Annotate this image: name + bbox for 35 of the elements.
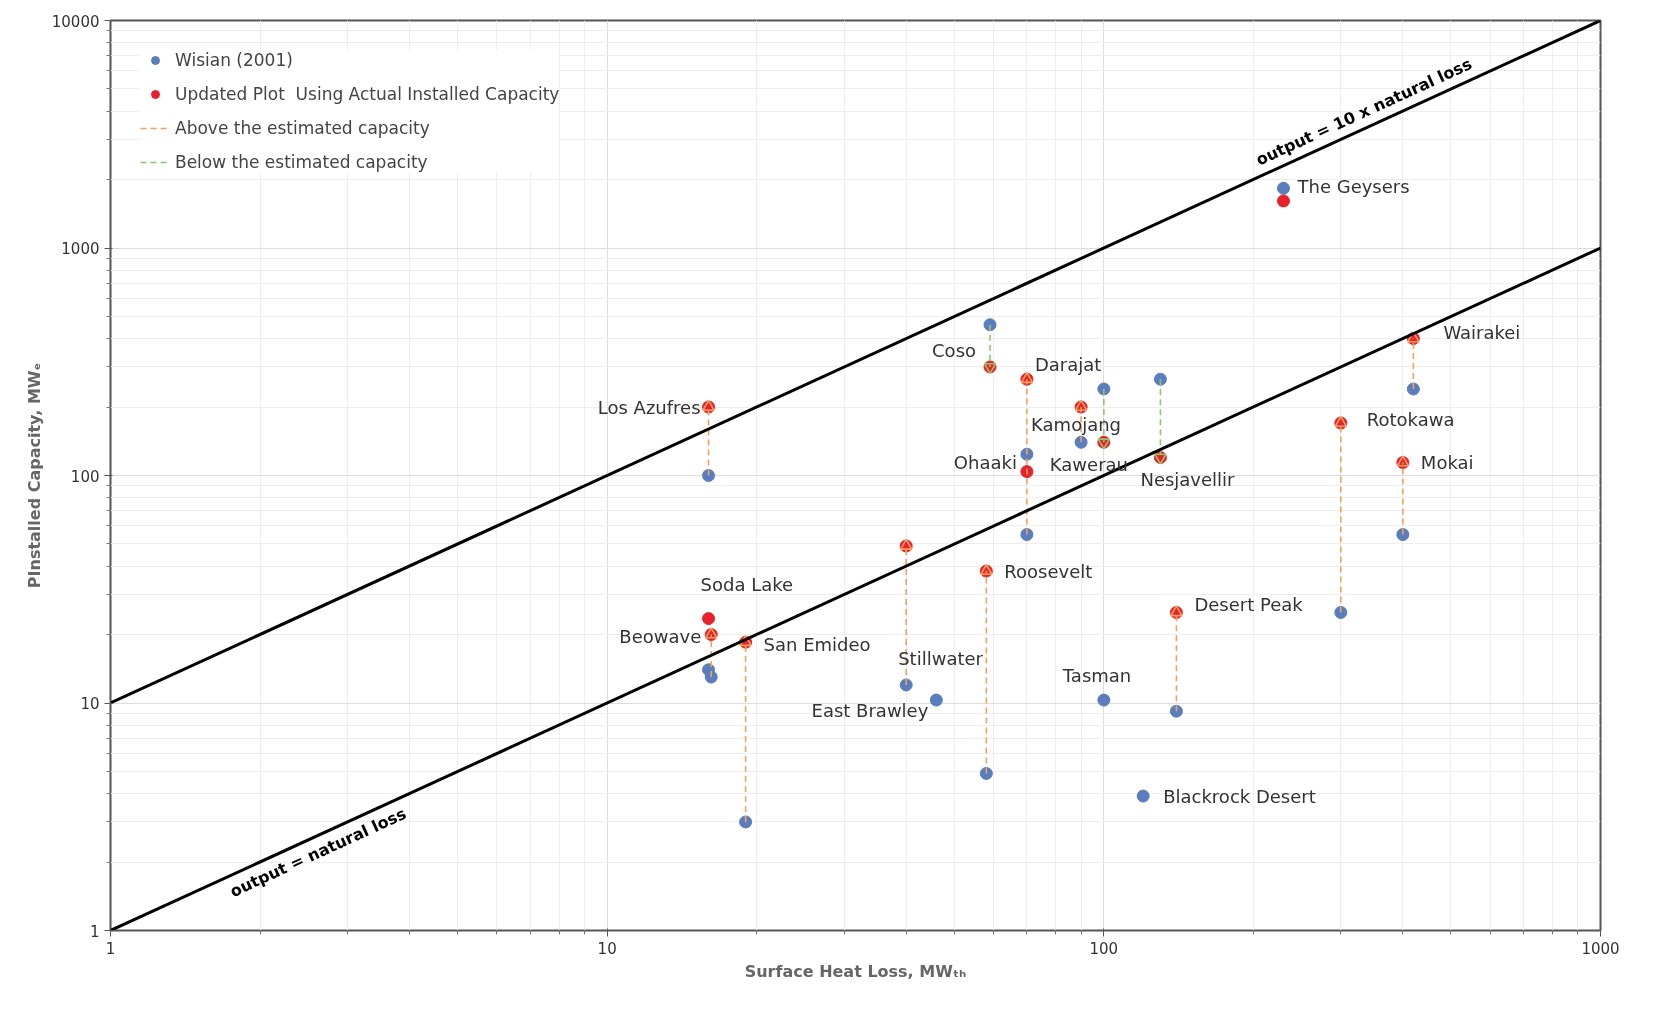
- annotation: Los Azufres: [597, 396, 701, 418]
- annotation: Beowave: [619, 626, 702, 648]
- x-tick-label: 100: [1089, 939, 1119, 958]
- legend-label: Updated Plot Using Actual Installed Capacity: [175, 84, 560, 104]
- annotation: Mokai: [1420, 452, 1474, 474]
- annotation: Stillwater: [898, 648, 984, 670]
- x-tick-label: 10: [597, 939, 617, 958]
- annotation: Kamojang: [1031, 413, 1122, 435]
- annotation: Desert Peak: [1194, 593, 1304, 615]
- annotation: The Geysers: [1296, 175, 1410, 197]
- annotation: Kawerau: [1049, 453, 1128, 475]
- legend-label: Wisian (2001): [175, 50, 293, 70]
- y-tick-label: 1: [89, 922, 100, 941]
- legend-label: Above the estimated capacity: [175, 118, 430, 138]
- legend-label: Below the estimated capacity: [175, 152, 428, 172]
- annotation: Darajat: [1034, 353, 1102, 375]
- annotation: Soda Lake: [700, 574, 794, 596]
- annotation: Blackrock Desert: [1163, 785, 1316, 807]
- y-tick-label: 10000: [51, 12, 100, 31]
- annotation: Coso: [932, 340, 977, 362]
- x-tick-label: 1000: [1581, 939, 1620, 958]
- annotation: Tasman: [1061, 664, 1132, 686]
- annotation: Rotokawa: [1366, 408, 1455, 430]
- y-tick-label: 100: [70, 467, 100, 486]
- annotation: Ohaaki: [953, 451, 1017, 473]
- annotation: Roosevelt: [1004, 560, 1093, 582]
- y-tick-label: 10: [80, 695, 100, 713]
- annotation: Nesjavellir: [1140, 468, 1236, 490]
- x-tick-label: 1: [105, 939, 116, 958]
- annotation: Wairakei: [1443, 322, 1521, 344]
- y-axis-title: PInstalled Capacity, MWₑ: [24, 362, 44, 589]
- x-axis-title: Surface Heat Loss, MWₜₕ: [744, 961, 967, 981]
- y-tick-label: 1000: [61, 240, 100, 258]
- annotation: San Emideo: [763, 633, 871, 655]
- annotation: East Brawley: [811, 699, 929, 721]
